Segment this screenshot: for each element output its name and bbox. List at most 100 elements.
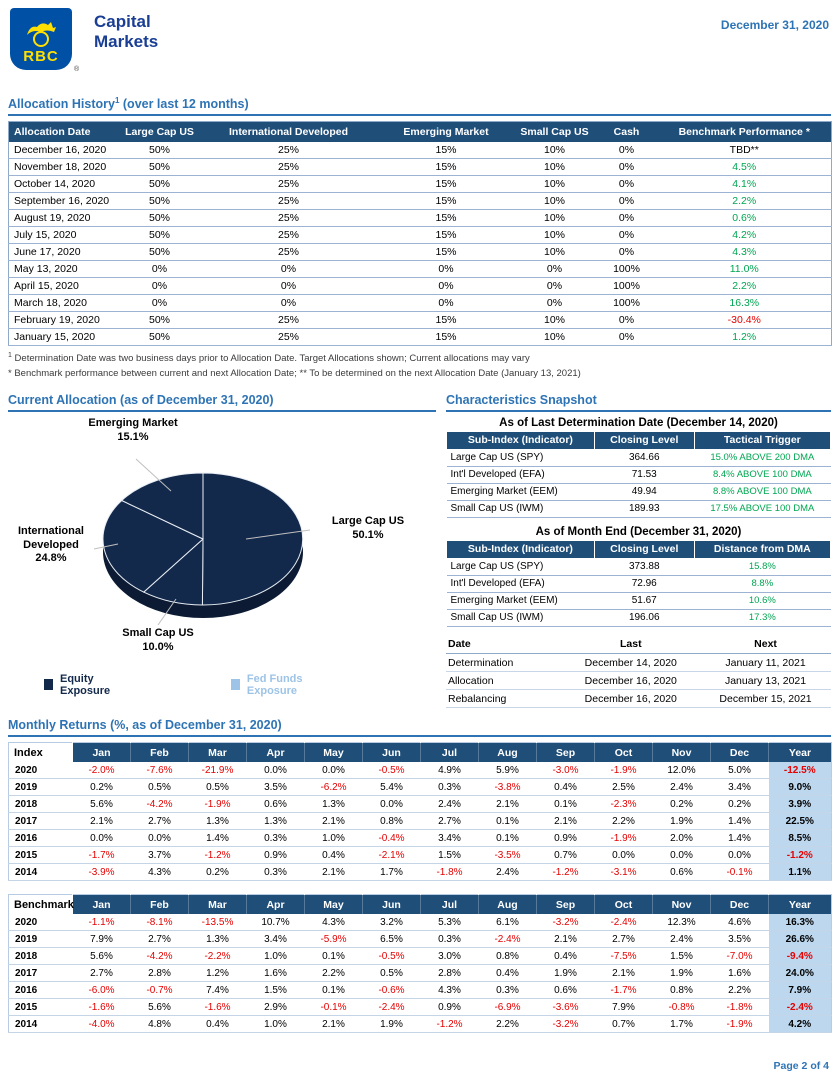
footnotes: 1 Determination Date was two business da… xyxy=(8,351,831,381)
month-header: Sep xyxy=(536,894,595,914)
table-header-row: Index Jan Feb Mar Apr May Jun Jul Aug Se… xyxy=(8,742,832,762)
table-cell: 1.2% xyxy=(188,964,247,983)
table-cell: 0% xyxy=(595,311,658,330)
table-cell: -7.0% xyxy=(710,947,769,966)
table-cell: -1.7% xyxy=(594,981,653,1000)
table-cell: 15% xyxy=(378,226,514,245)
table-cell: 22.5% xyxy=(768,812,832,831)
table-cell: 4.1% xyxy=(657,175,832,194)
table-cell: 5.3% xyxy=(420,913,479,932)
table-cell: -6.9% xyxy=(478,998,537,1017)
allocation-history-title: Allocation History1 (over last 12 months… xyxy=(8,94,831,114)
table-cell: -1.2% xyxy=(768,846,832,865)
table-row: October 14, 2020 50% 25% 15% 10% 0% 4.1% xyxy=(8,175,832,194)
allocation-header-row: Allocation Date Large Cap US Internation… xyxy=(8,121,832,142)
leader-line-emerging xyxy=(135,458,172,492)
table-cell: -2.0% xyxy=(72,761,131,780)
table-cell: 0% xyxy=(595,209,658,228)
table-cell: -0.1% xyxy=(710,863,769,882)
table-cell: 0.0% xyxy=(246,761,305,780)
row-label-header: Index xyxy=(8,742,73,762)
table-row: Small Cap US (IWM) 196.06 17.3% xyxy=(446,609,831,627)
table-cell: -2.1% xyxy=(362,846,421,865)
table-row: Large Cap US (SPY) 373.88 15.8% xyxy=(446,558,831,576)
month-header: May xyxy=(304,894,363,914)
table-cell: 16.3% xyxy=(768,913,832,932)
column-header: Last xyxy=(561,634,701,655)
table-cell: 50% xyxy=(120,175,199,194)
pie-label-small-cap-us: Small Cap US 10.0% xyxy=(93,627,223,655)
table-cell: 2016 xyxy=(8,981,73,1000)
table-cell: -3.6% xyxy=(536,998,595,1017)
column-header: Sub-Index (Indicator) xyxy=(446,430,595,450)
table-cell: 1.6% xyxy=(246,964,305,983)
table-cell: Determination xyxy=(446,653,562,673)
table-cell: 51.67 xyxy=(594,592,695,610)
table-row: March 18, 2020 0% 0% 0% 0% 100% 16.3% xyxy=(8,294,832,313)
table-cell: 0.6% xyxy=(536,981,595,1000)
table-cell: Emerging Market (EEM) xyxy=(446,592,595,610)
table-cell: 0.9% xyxy=(420,998,479,1017)
allocation-pie-chart: Emerging Market 15.1% Large Cap US 50.1%… xyxy=(8,417,436,669)
table-cell: 50% xyxy=(120,328,199,347)
table-cell: 0.4% xyxy=(536,778,595,797)
footnote-superscript: 1 xyxy=(8,352,12,360)
table-cell: 2020 xyxy=(8,913,73,932)
table-row: Int'l Developed (EFA) 72.96 8.8% xyxy=(446,575,831,593)
table-cell: 10% xyxy=(513,311,596,330)
table-cell: 1.4% xyxy=(710,829,769,848)
month-end-table-body: Large Cap US (SPY) 373.88 15.8% Int'l Devel… xyxy=(446,558,831,627)
table-cell: 0.0% xyxy=(710,846,769,865)
index-returns-body: 2020 -2.0% -7.6% -21.9% 0.0% 0.0% -0.5% 4.9% 5.9… xyxy=(8,761,832,882)
determination-table-body: Large Cap US (SPY) 364.66 15.0% ABOVE 200 … xyxy=(446,449,831,518)
table-cell: 3.5% xyxy=(710,930,769,949)
table-cell: 6.5% xyxy=(362,930,421,949)
table-cell: 2.1% xyxy=(478,795,537,814)
table-cell: 15.0% ABOVE 200 DMA xyxy=(694,449,831,467)
table-cell: 25% xyxy=(198,175,379,194)
table-cell: January 15, 2020 xyxy=(8,328,121,347)
table-cell: December 16, 2020 xyxy=(561,689,701,709)
legend-item-fed-funds: Fed Funds Exposure xyxy=(230,673,336,697)
column-header: Sub-Index (Indicator) xyxy=(446,539,595,559)
table-cell: 2.4% xyxy=(652,778,711,797)
month-header: Nov xyxy=(652,742,711,762)
table-cell: 4.3% xyxy=(657,243,832,262)
table-row: 2016 0.0% 0.0% 1.4% 0.3% 1.0% -0.4% 3.4% 0.1% 0.9… xyxy=(8,829,832,848)
table-cell: 1.5% xyxy=(246,981,305,1000)
month-header: May xyxy=(304,742,363,762)
table-cell: TBD** xyxy=(657,141,832,160)
table-cell: -0.5% xyxy=(362,761,421,780)
table-cell: 5.9% xyxy=(478,761,537,780)
table-cell: 0.8% xyxy=(362,812,421,831)
table-row: 2018 5.6% -4.2% -1.9% 0.6% 1.3% 0.0% 2.4% 2.1% 0.… xyxy=(8,795,832,814)
table-cell: 8.8% xyxy=(694,575,831,593)
table-cell: 2.2% xyxy=(657,192,832,211)
table-cell: 25% xyxy=(198,226,379,245)
table-cell: 3.4% xyxy=(246,930,305,949)
column-header: Allocation Date xyxy=(8,121,121,142)
table-cell: 2.1% xyxy=(536,812,595,831)
table-cell: 0.1% xyxy=(478,812,537,831)
table-cell: 0.7% xyxy=(594,1015,653,1034)
table-cell: -3.1% xyxy=(594,863,653,882)
table-cell: 0.5% xyxy=(130,778,189,797)
table-cell: 0.3% xyxy=(478,981,537,1000)
month-header: Jan xyxy=(72,894,131,914)
table-cell: 2.1% xyxy=(72,812,131,831)
table-cell: December 16, 2020 xyxy=(8,141,121,160)
table-cell: 10.7% xyxy=(246,913,305,932)
table-cell: 0.2% xyxy=(72,778,131,797)
table-cell: 2014 xyxy=(8,863,73,882)
table-cell: 100% xyxy=(595,294,658,313)
rbc-logo-text: RBC xyxy=(23,48,59,65)
table-cell: -3.5% xyxy=(478,846,537,865)
table-cell: 24.0% xyxy=(768,964,832,983)
month-header: Oct xyxy=(594,894,653,914)
table-cell: 9.0% xyxy=(768,778,832,797)
table-cell: 0% xyxy=(198,294,379,313)
table-cell: August 19, 2020 xyxy=(8,209,121,228)
month-header: Apr xyxy=(246,742,305,762)
table-cell: 15% xyxy=(378,158,514,177)
table-cell: 71.53 xyxy=(594,466,695,484)
